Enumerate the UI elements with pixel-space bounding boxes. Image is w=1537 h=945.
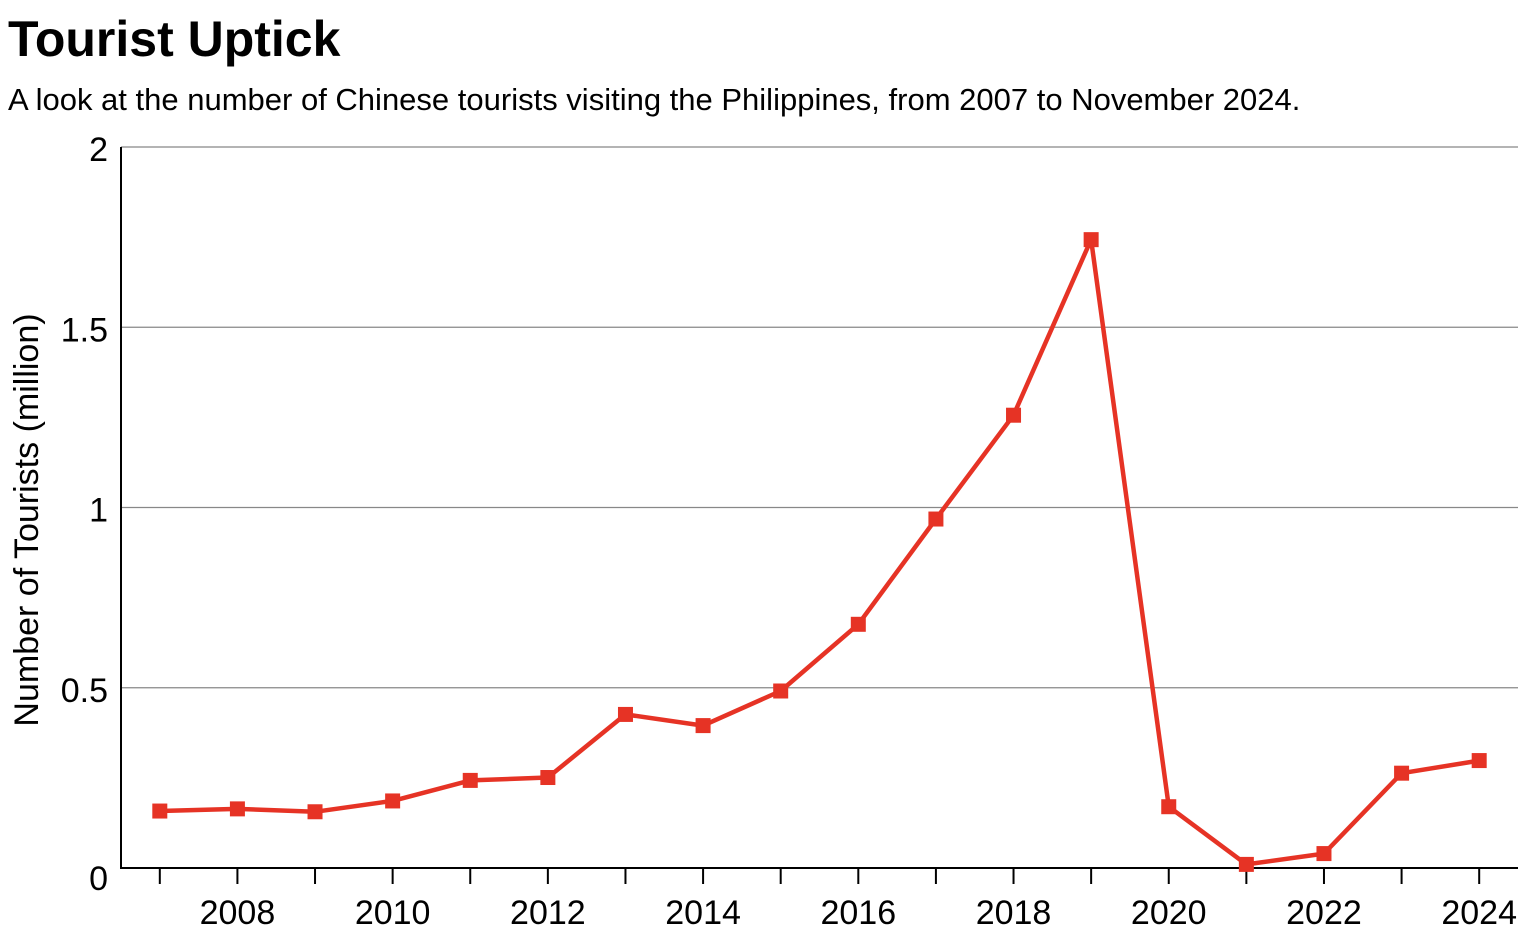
y-tick-label: 0	[89, 860, 108, 898]
data-point-marker	[1083, 232, 1099, 248]
series-line	[159, 237, 1480, 867]
grid-lines	[121, 146, 1518, 689]
data-point-marker	[307, 804, 323, 820]
data-point-marker	[617, 706, 633, 722]
y-axis-title: Number of Tourists (million)	[8, 313, 46, 726]
x-tick-labels: 2008 2010 2012 2014 2016 2018 2020 2022 2024	[200, 894, 1517, 932]
x-tick-label: 2020	[1131, 894, 1207, 932]
y-tick-label: 0.5	[61, 672, 108, 710]
data-point-marker	[1471, 753, 1487, 769]
x-tick-label: 2022	[1286, 894, 1362, 932]
data-point-marker	[540, 770, 556, 786]
data-point-marker	[695, 718, 711, 734]
data-point-marker	[229, 801, 245, 817]
data-point-marker	[850, 616, 866, 632]
data-point-marker	[1316, 846, 1332, 862]
y-tick-label: 1	[89, 492, 108, 530]
series	[152, 232, 1487, 872]
data-point-marker	[385, 793, 401, 809]
x-tick-label: 2012	[510, 894, 586, 932]
data-point-marker	[462, 772, 478, 788]
y-tick-labels: 0 0.5 1 1.5 2	[61, 131, 108, 898]
data-point-marker	[928, 511, 944, 527]
x-tick-label: 2014	[665, 894, 741, 932]
y-tick-label: 1.5	[61, 311, 108, 349]
data-point-marker	[152, 803, 168, 819]
x-tick-label: 2016	[820, 894, 896, 932]
data-point-marker	[1394, 765, 1410, 781]
chart-title: Tourist Uptick	[8, 11, 341, 67]
data-point-marker	[1161, 799, 1177, 815]
data-point-marker	[773, 683, 789, 699]
chart-subtitle: A look at the number of Chinese tourists…	[8, 82, 1301, 117]
axes	[120, 147, 1518, 884]
x-tick-label: 2010	[355, 894, 431, 932]
x-tick-label: 2018	[976, 894, 1052, 932]
data-point-marker	[1006, 407, 1022, 423]
x-tick-label: 2008	[200, 894, 276, 932]
data-point-marker	[1238, 856, 1254, 872]
y-tick-label: 2	[89, 131, 108, 169]
x-tick-label: 2024	[1441, 894, 1517, 932]
